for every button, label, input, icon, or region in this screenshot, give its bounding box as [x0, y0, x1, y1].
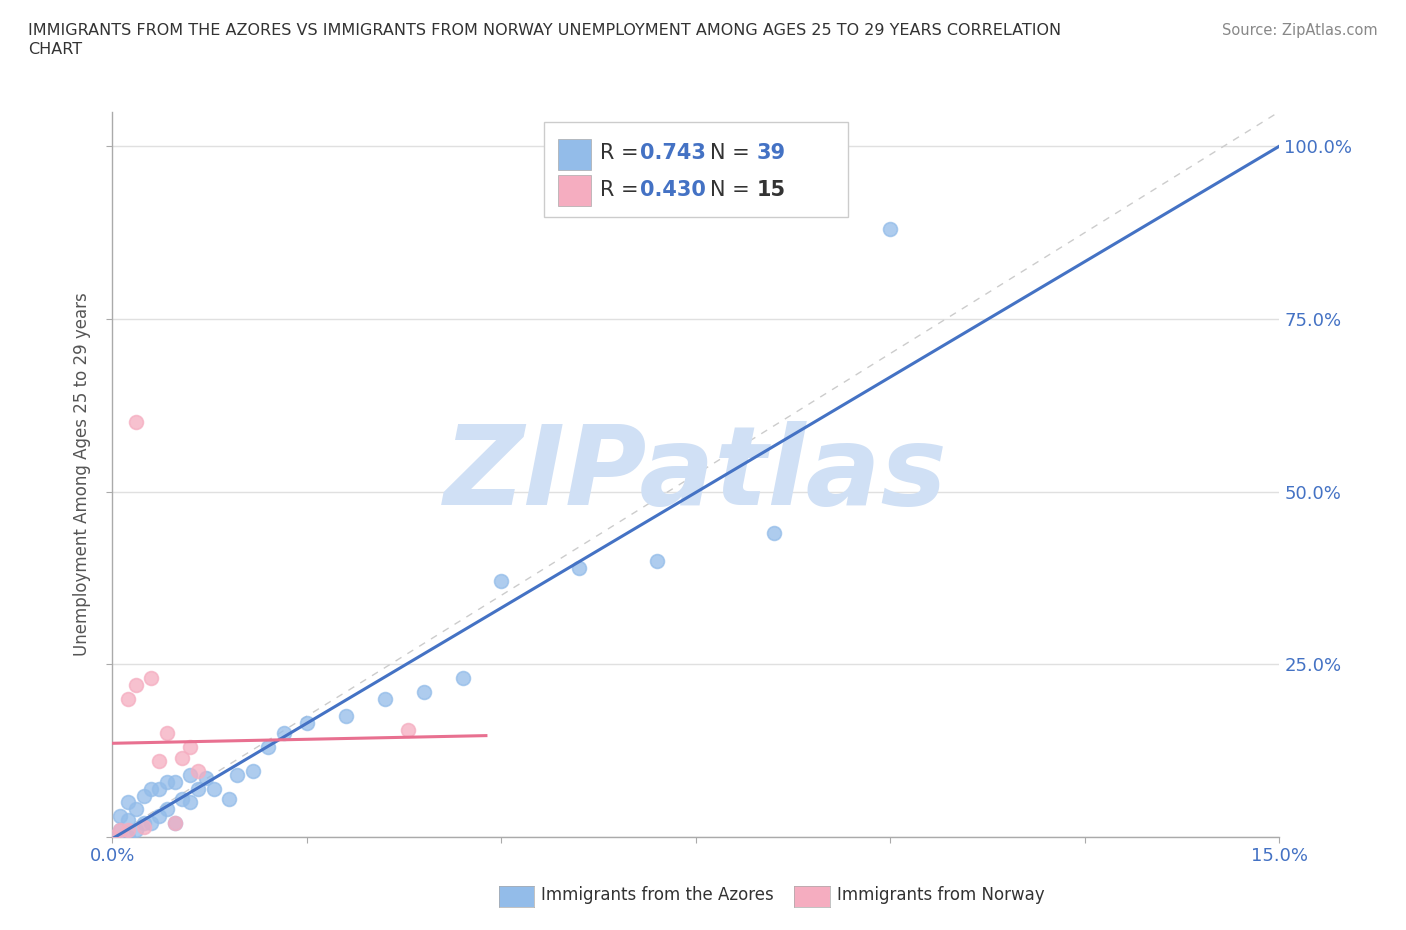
Point: [132, 819, 155, 834]
Point: [110, 823, 132, 838]
Text: N =: N =: [710, 143, 756, 163]
Point: [187, 781, 209, 796]
Point: [335, 709, 357, 724]
Point: [117, 812, 139, 827]
Point: [179, 795, 201, 810]
Point: [148, 781, 170, 796]
Point: [218, 791, 240, 806]
Point: [141, 816, 163, 830]
Point: [273, 726, 295, 741]
Point: [125, 678, 148, 693]
Point: [762, 525, 785, 540]
Text: N =: N =: [710, 179, 756, 200]
Point: [117, 830, 139, 844]
Point: [101, 830, 124, 844]
Point: [141, 781, 163, 796]
Point: [156, 802, 179, 817]
Text: IMMIGRANTS FROM THE AZORES VS IMMIGRANTS FROM NORWAY UNEMPLOYMENT AMONG AGES 25 : IMMIGRANTS FROM THE AZORES VS IMMIGRANTS…: [28, 23, 1062, 38]
Text: 15: 15: [756, 179, 786, 200]
Text: 0.430: 0.430: [640, 179, 706, 200]
Bar: [558, 140, 591, 169]
Text: R =: R =: [600, 143, 645, 163]
Point: [179, 767, 201, 782]
Point: [163, 816, 186, 830]
Point: [132, 816, 155, 830]
Point: [125, 415, 148, 430]
Text: Immigrants from Norway: Immigrants from Norway: [837, 885, 1045, 904]
Point: [101, 830, 124, 844]
Point: [451, 671, 474, 685]
Text: 0.743: 0.743: [640, 143, 706, 163]
Point: [148, 809, 170, 824]
Point: [117, 823, 139, 838]
Point: [412, 684, 434, 699]
Point: [148, 753, 170, 768]
Point: [194, 771, 217, 786]
Point: [117, 691, 139, 706]
Y-axis label: Unemployment Among Ages 25 to 29 years: Unemployment Among Ages 25 to 29 years: [73, 292, 91, 657]
Bar: [558, 176, 591, 206]
Point: [110, 809, 132, 824]
Point: [132, 788, 155, 803]
Point: [396, 723, 419, 737]
Point: [125, 823, 148, 838]
Text: 39: 39: [756, 143, 786, 163]
Point: [141, 671, 163, 685]
Point: [179, 739, 201, 754]
Point: [879, 221, 901, 236]
Point: [226, 767, 249, 782]
Point: [257, 739, 280, 754]
Point: [172, 751, 194, 765]
Point: [110, 823, 132, 838]
Point: [491, 574, 513, 589]
Text: R =: R =: [600, 179, 645, 200]
Point: [125, 802, 148, 817]
Point: [202, 781, 225, 796]
Text: Source: ZipAtlas.com: Source: ZipAtlas.com: [1222, 23, 1378, 38]
FancyBboxPatch shape: [544, 123, 848, 217]
Point: [156, 726, 179, 741]
Point: [156, 775, 179, 790]
Point: [374, 691, 396, 706]
Text: Immigrants from the Azores: Immigrants from the Azores: [541, 885, 775, 904]
Point: [568, 560, 591, 575]
Point: [117, 795, 139, 810]
Text: ZIPatlas: ZIPatlas: [444, 420, 948, 528]
Point: [163, 775, 186, 790]
Point: [172, 791, 194, 806]
Text: CHART: CHART: [28, 42, 82, 57]
Point: [645, 553, 668, 568]
Point: [295, 715, 318, 730]
Point: [187, 764, 209, 778]
Point: [242, 764, 264, 778]
Point: [163, 816, 186, 830]
